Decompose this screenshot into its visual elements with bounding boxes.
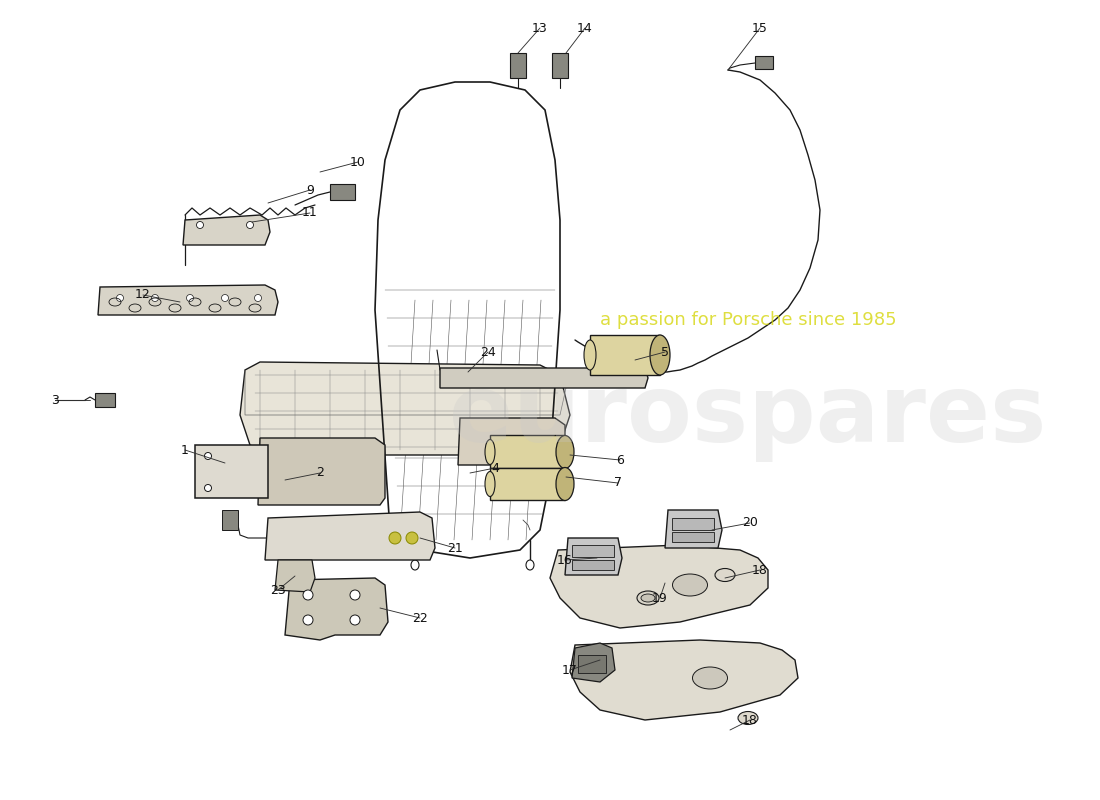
- Ellipse shape: [485, 439, 495, 465]
- Ellipse shape: [197, 222, 204, 229]
- Ellipse shape: [637, 591, 659, 605]
- Polygon shape: [550, 545, 768, 628]
- Polygon shape: [285, 578, 388, 640]
- Ellipse shape: [205, 485, 211, 491]
- Polygon shape: [565, 538, 621, 575]
- Ellipse shape: [715, 569, 735, 582]
- Polygon shape: [258, 438, 385, 505]
- Ellipse shape: [411, 560, 419, 570]
- Ellipse shape: [350, 615, 360, 625]
- Text: 18: 18: [742, 714, 758, 726]
- Text: 15: 15: [752, 22, 768, 34]
- Text: 2: 2: [316, 466, 323, 479]
- Bar: [672, 532, 714, 542]
- Text: a passion for Porsche since 1985: a passion for Porsche since 1985: [600, 311, 896, 329]
- Ellipse shape: [117, 294, 123, 302]
- Text: 16: 16: [557, 554, 573, 566]
- Ellipse shape: [693, 667, 727, 689]
- Ellipse shape: [302, 615, 313, 625]
- Text: 23: 23: [271, 583, 286, 597]
- Polygon shape: [590, 335, 660, 375]
- Ellipse shape: [187, 294, 194, 302]
- Ellipse shape: [350, 590, 360, 600]
- Polygon shape: [490, 468, 565, 500]
- Bar: [510, 53, 526, 78]
- Bar: [572, 560, 614, 570]
- Bar: [222, 510, 238, 530]
- Polygon shape: [265, 512, 434, 560]
- Text: 18: 18: [752, 563, 768, 577]
- Bar: [672, 518, 714, 530]
- Ellipse shape: [485, 471, 495, 497]
- Polygon shape: [98, 285, 278, 315]
- Text: 13: 13: [532, 22, 548, 34]
- Polygon shape: [570, 640, 798, 720]
- Text: 7: 7: [614, 477, 622, 490]
- Ellipse shape: [738, 711, 758, 725]
- Text: 12: 12: [135, 289, 151, 302]
- Bar: [755, 56, 773, 69]
- Polygon shape: [240, 362, 570, 455]
- Ellipse shape: [152, 294, 158, 302]
- Ellipse shape: [221, 294, 229, 302]
- Ellipse shape: [672, 574, 707, 596]
- Polygon shape: [275, 560, 315, 592]
- Text: 22: 22: [412, 611, 428, 625]
- Polygon shape: [440, 368, 648, 388]
- Text: 5: 5: [661, 346, 669, 358]
- Ellipse shape: [526, 560, 534, 570]
- Polygon shape: [183, 215, 270, 245]
- Ellipse shape: [246, 222, 253, 229]
- Ellipse shape: [584, 340, 596, 370]
- Text: 24: 24: [480, 346, 496, 358]
- Text: 21: 21: [447, 542, 463, 554]
- Bar: [330, 184, 355, 200]
- Polygon shape: [195, 445, 268, 498]
- Text: 3: 3: [51, 394, 59, 406]
- Bar: [552, 53, 568, 78]
- Ellipse shape: [205, 453, 211, 459]
- Bar: [578, 655, 606, 673]
- Bar: [572, 545, 614, 557]
- Text: 11: 11: [302, 206, 318, 219]
- Ellipse shape: [556, 435, 574, 469]
- Ellipse shape: [556, 467, 574, 501]
- Ellipse shape: [254, 294, 262, 302]
- Polygon shape: [666, 510, 722, 548]
- Ellipse shape: [641, 594, 654, 602]
- Polygon shape: [572, 643, 615, 682]
- Ellipse shape: [302, 590, 313, 600]
- Text: 10: 10: [350, 155, 366, 169]
- Ellipse shape: [406, 532, 418, 544]
- Text: 20: 20: [742, 517, 758, 530]
- Ellipse shape: [389, 532, 402, 544]
- Text: 19: 19: [652, 591, 668, 605]
- Text: 17: 17: [562, 663, 578, 677]
- Text: eurospares: eurospares: [449, 370, 1047, 462]
- Ellipse shape: [650, 335, 670, 375]
- Bar: [95, 393, 116, 407]
- Polygon shape: [490, 435, 565, 468]
- Text: 4: 4: [491, 462, 499, 474]
- Polygon shape: [458, 418, 565, 465]
- Text: 6: 6: [616, 454, 624, 466]
- Text: 14: 14: [578, 22, 593, 34]
- Text: 1: 1: [182, 443, 189, 457]
- Text: 9: 9: [306, 183, 313, 197]
